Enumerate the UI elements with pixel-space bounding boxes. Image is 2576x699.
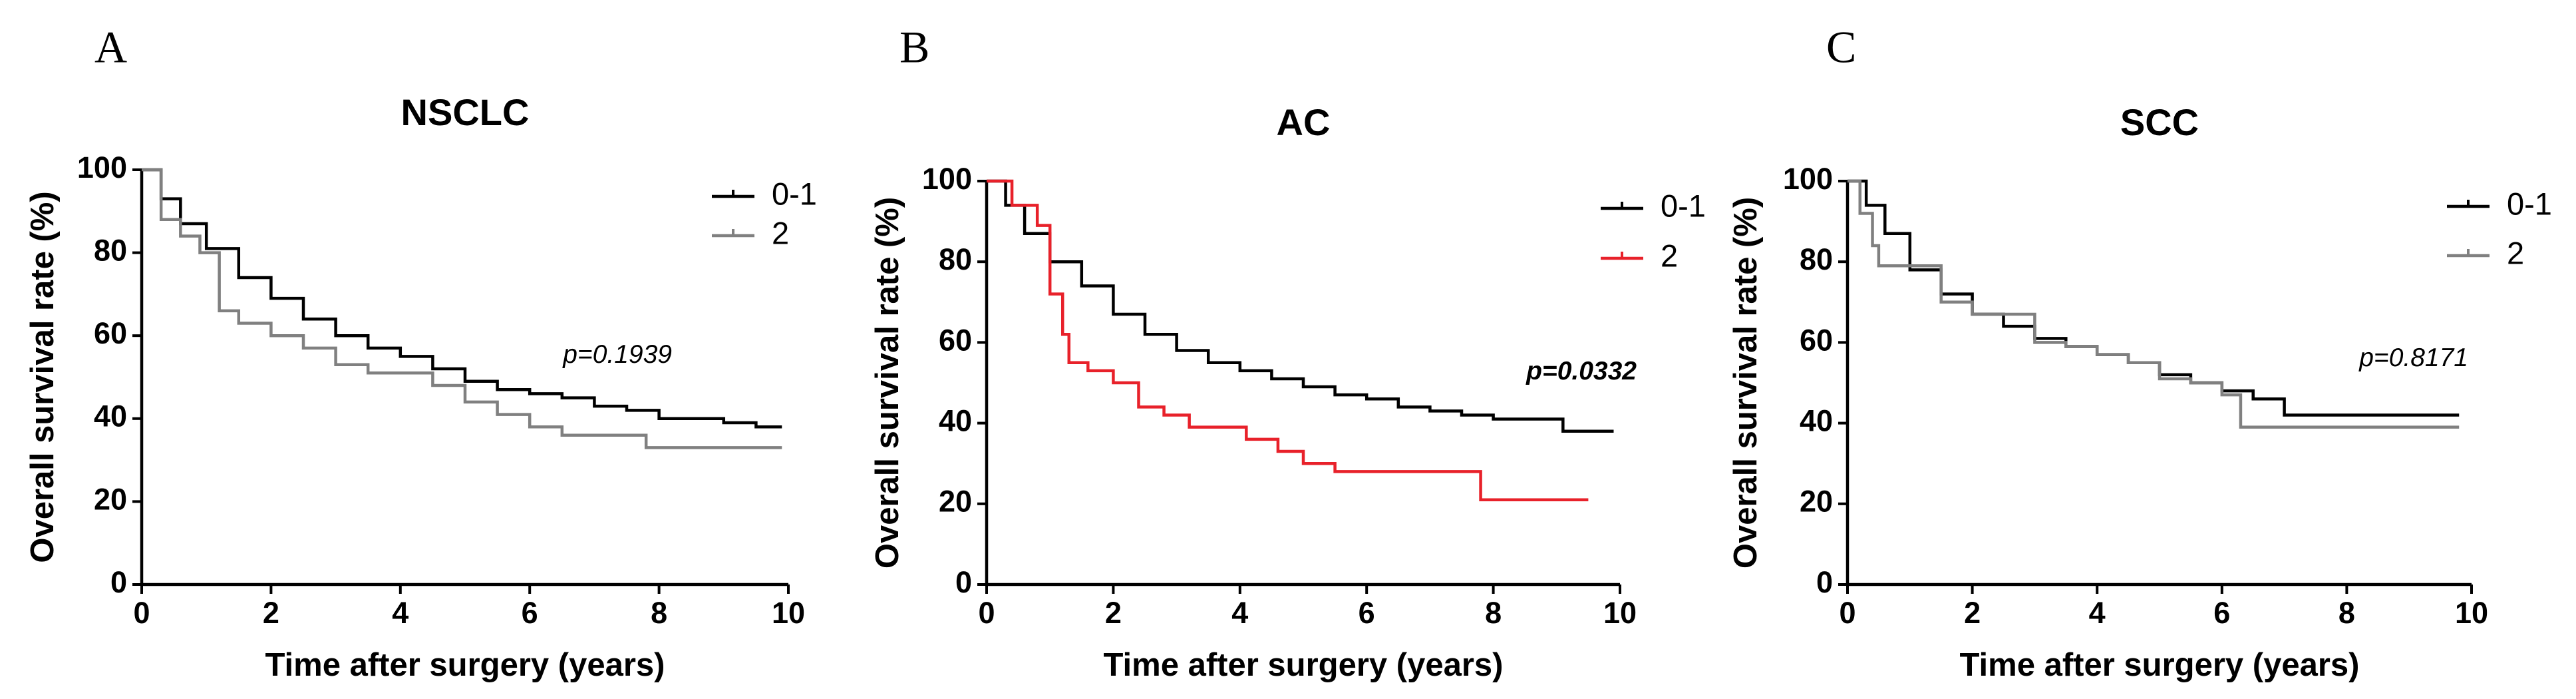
- y-tick-label: 40: [939, 403, 972, 437]
- panel-letter: B: [899, 22, 929, 73]
- y-tick-label: 60: [94, 316, 127, 350]
- survival-curve-group-2: [987, 179, 1589, 501]
- y-tick-label: 20: [939, 485, 972, 519]
- x-axis-label: Time after surgery (years): [265, 647, 665, 683]
- x-tick-label: 0: [978, 596, 995, 630]
- y-tick-label: 80: [939, 242, 972, 276]
- y-tick-label: 100: [922, 162, 972, 196]
- x-axis-label: Time after surgery (years): [1960, 647, 2360, 683]
- y-tick-label: 80: [94, 233, 127, 267]
- legend-label: 0-1: [1661, 188, 1706, 223]
- chart-panel-b: B AC 0 20 40 60 80 100 0 2 4 6 8 10 Time after surgery…: [870, 22, 1706, 683]
- legend-label: 2: [1661, 238, 1678, 273]
- y-tick-label: 0: [110, 565, 127, 599]
- chart-panel-a: A NSCLC 0 20 40 60 80 100 0 2 4 6 8 10 Time after surg…: [25, 22, 817, 683]
- x-tick-label: 0: [133, 596, 150, 630]
- y-tick-label: 60: [1800, 323, 1833, 357]
- legend-label: 0-1: [772, 176, 817, 211]
- x-tick-label: 8: [2338, 596, 2355, 630]
- x-tick-label: 2: [1105, 596, 1122, 630]
- p-value-annotation: p=0.0332: [1526, 357, 1637, 385]
- x-tick-label: 2: [1964, 596, 1981, 630]
- legend-item: 0-1: [2447, 186, 2552, 221]
- survival-curve-group-2: [142, 168, 782, 449]
- x-axis-label: Time after surgery (years): [1104, 647, 1504, 683]
- y-tick-label: 0: [955, 565, 972, 599]
- y-tick-label: 0: [1816, 565, 1833, 599]
- x-tick-label: 10: [2455, 596, 2488, 630]
- chart-title: AC: [1277, 101, 1331, 143]
- y-axis-label: Overall survival rate (%): [1728, 197, 1764, 569]
- x-tick-label: 6: [2213, 596, 2230, 630]
- x-tick-label: 0: [1839, 596, 1855, 630]
- survival-curve-group-0-1: [142, 168, 782, 429]
- legend-item: 0-1: [712, 176, 817, 211]
- survival-curve-group-0-1: [1848, 179, 2460, 417]
- y-tick-label: 20: [1800, 485, 1833, 519]
- y-tick-label: 100: [1783, 162, 1833, 196]
- legend-label: 0-1: [2507, 186, 2552, 221]
- legend-label: 2: [772, 215, 789, 250]
- legend-item: 2: [712, 215, 789, 250]
- y-tick-label: 40: [1800, 403, 1833, 437]
- y-tick-label: 80: [1800, 242, 1833, 276]
- y-tick-label: 60: [939, 323, 972, 357]
- y-axis-label: Overall survival rate (%): [25, 191, 61, 563]
- survival-curve-group-0-1: [987, 179, 1614, 433]
- chart-panel-c: C SCC 0 20 40 60 80 100 0 2 4 6 8 10 Time after surger…: [1728, 22, 2552, 683]
- panel-letter: A: [94, 22, 127, 73]
- y-tick-label: 20: [94, 482, 127, 516]
- legend-item: 2: [2447, 235, 2524, 270]
- p-value-annotation: p=0.8171: [2358, 344, 2468, 372]
- panel-letter: C: [1826, 22, 1856, 73]
- x-tick-label: 4: [1231, 596, 1248, 630]
- x-tick-label: 6: [522, 596, 538, 630]
- legend-item: 2: [1601, 238, 1678, 273]
- legend-item: 0-1: [1601, 188, 1706, 223]
- chart-title: SCC: [2120, 101, 2199, 143]
- x-tick-label: 6: [1359, 596, 1375, 630]
- survival-curve-group-2: [1848, 179, 2460, 429]
- x-tick-label: 2: [263, 596, 279, 630]
- x-tick-label: 10: [772, 596, 805, 630]
- legend-label: 2: [2507, 235, 2524, 270]
- p-value-annotation: p=0.1939: [562, 340, 672, 369]
- x-tick-label: 10: [1603, 596, 1637, 630]
- x-tick-label: 4: [392, 596, 408, 630]
- y-tick-label: 40: [94, 399, 127, 433]
- x-tick-label: 8: [651, 596, 667, 630]
- y-tick-label: 100: [77, 150, 127, 184]
- chart-title: NSCLC: [401, 91, 530, 133]
- x-tick-label: 8: [1485, 596, 1502, 630]
- x-tick-label: 4: [2089, 596, 2106, 630]
- y-axis-label: Overall survival rate (%): [870, 197, 905, 569]
